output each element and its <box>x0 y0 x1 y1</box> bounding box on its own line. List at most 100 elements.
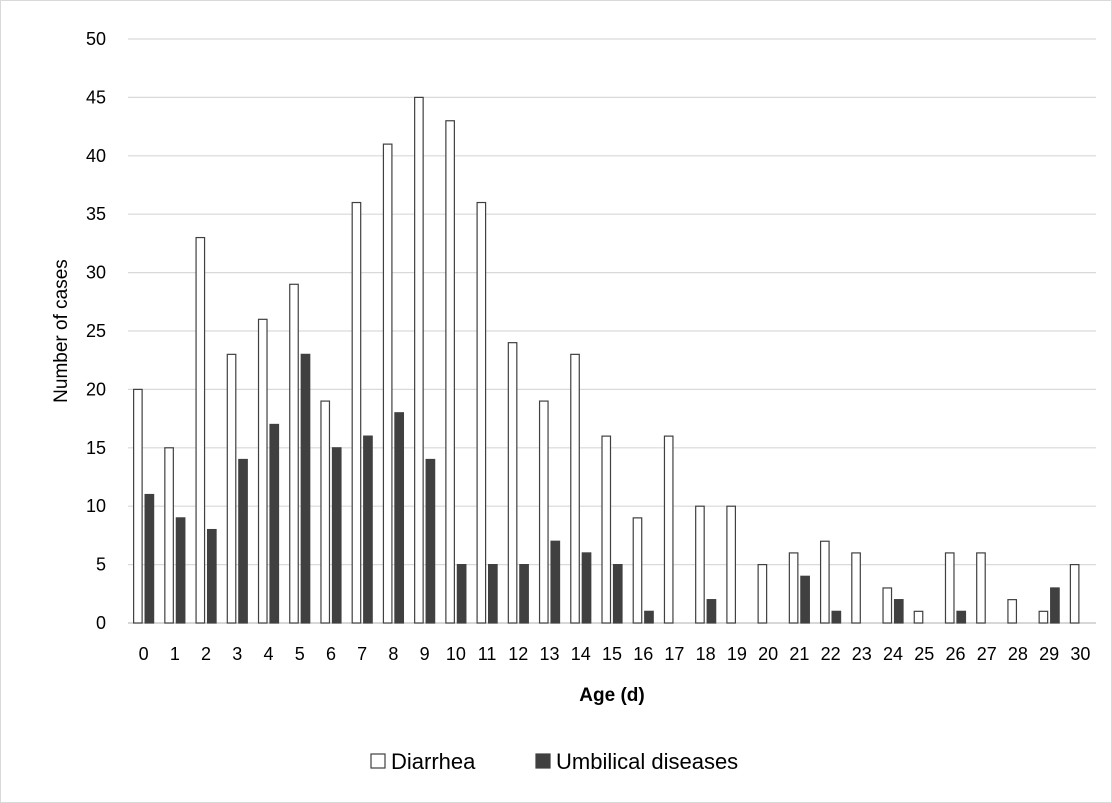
bar-diarrhea <box>1038 610 1049 624</box>
x-tick-label: 21 <box>789 644 809 664</box>
bar-diarrhea <box>538 400 549 624</box>
y-tick-label: 20 <box>86 379 106 399</box>
y-axis-title: Number of cases <box>51 259 72 403</box>
bar-diarrhea <box>851 552 861 624</box>
x-tick-label: 17 <box>664 644 684 664</box>
x-tick-label: 29 <box>1039 644 1059 664</box>
x-tick-label: 13 <box>540 644 560 664</box>
bar-umbilical-diseases <box>456 563 467 624</box>
x-tick-label: 27 <box>977 644 997 664</box>
bar-umbilical-diseases <box>269 423 280 624</box>
x-tick-label: 4 <box>264 644 274 664</box>
bar-diarrhea <box>976 552 986 624</box>
x-tick-label: 18 <box>696 644 716 664</box>
bar-umbilical-diseases <box>363 435 373 624</box>
bar-diarrhea <box>257 318 268 624</box>
bar-diarrhea <box>133 388 143 624</box>
legend-label-diarrhea: Diarrhea <box>391 749 476 774</box>
x-tick-label: 11 <box>478 644 497 664</box>
x-tick-label: 3 <box>232 644 242 664</box>
bar-diarrhea <box>445 120 455 624</box>
x-tick-label: 24 <box>883 644 903 664</box>
x-tick-label: 7 <box>357 644 367 664</box>
bar-diarrhea <box>164 447 174 624</box>
bar-diarrhea <box>507 342 518 624</box>
bar-diarrhea <box>663 435 674 624</box>
x-tick-label: 14 <box>571 644 591 664</box>
x-tick-label: 26 <box>945 644 965 664</box>
bar-diarrhea <box>944 552 955 624</box>
y-tick-labels: 0 5 10 15 20 25 30 35 40 45 50 <box>86 29 106 633</box>
bar-umbilical-diseases <box>893 599 904 624</box>
bar-diarrhea <box>695 505 705 624</box>
x-tick-label: 12 <box>508 644 528 664</box>
x-tick-label: 8 <box>388 644 398 664</box>
bar-diarrhea <box>757 563 768 624</box>
bar-diarrhea <box>351 201 362 624</box>
y-tick-label: 35 <box>86 204 106 224</box>
bar-diarrhea <box>570 353 580 624</box>
x-tick-label: 16 <box>633 644 653 664</box>
bar-diarrhea <box>601 435 612 624</box>
x-tick-label: 9 <box>420 644 430 664</box>
legend-swatch-umbilical-diseases <box>535 753 551 769</box>
x-tick-label: 19 <box>727 644 747 664</box>
bar-umbilical-diseases <box>206 528 217 624</box>
bar-diarrhea <box>414 96 424 624</box>
y-tick-label: 45 <box>86 87 106 107</box>
bar-umbilical-diseases <box>144 493 155 624</box>
y-tick-label: 30 <box>86 263 106 283</box>
bar-umbilical-diseases <box>394 412 405 624</box>
bar-diarrhea <box>819 540 830 624</box>
x-tick-label: 30 <box>1070 644 1090 664</box>
x-tick-label: 2 <box>201 644 211 664</box>
bar-umbilical-diseases <box>550 540 561 624</box>
bar-diarrhea <box>1069 563 1080 624</box>
bar-umbilical-diseases <box>425 458 436 624</box>
x-axis-title: Age (d) <box>579 685 644 706</box>
y-tick-label: 50 <box>86 29 106 49</box>
bar-diarrhea <box>632 517 643 624</box>
x-tick-label: 5 <box>295 644 305 664</box>
x-tick-label: 25 <box>914 644 934 664</box>
bar-diarrhea <box>195 236 206 624</box>
bar-umbilical-diseases <box>706 599 717 624</box>
bar-diarrhea <box>476 201 487 624</box>
y-tick-label: 0 <box>96 613 106 633</box>
bar-umbilical-diseases <box>831 610 842 624</box>
bar-umbilical-diseases <box>612 563 623 624</box>
bar-diarrhea <box>382 143 393 624</box>
x-tick-label: 22 <box>821 644 841 664</box>
y-tick-label: 25 <box>86 321 106 341</box>
x-tick-label: 28 <box>1008 644 1028 664</box>
bar-umbilical-diseases <box>175 517 186 624</box>
bar-umbilical-diseases <box>238 458 248 624</box>
legend-label-umbilical-diseases: Umbilical diseases <box>556 749 738 774</box>
x-tick-label: 0 <box>139 644 149 664</box>
bars <box>133 96 1080 624</box>
legend-swatch-diarrhea <box>370 753 386 769</box>
y-tick-label: 40 <box>86 146 106 166</box>
bar-diarrhea <box>882 587 893 624</box>
bar-umbilical-diseases <box>644 610 654 624</box>
bar-umbilical-diseases <box>519 563 529 624</box>
bar-diarrhea <box>226 353 237 624</box>
x-tick-labels: 0 1 2 3 4 5 6 7 8 9 10 11 12 13 14 15 16 17 18 19 20 21 22 23 24… <box>139 644 1091 664</box>
bar-diarrhea <box>289 283 299 624</box>
legend: Diarrhea Umbilical diseases <box>370 749 738 774</box>
bar-umbilical-diseases <box>331 447 342 624</box>
bar-umbilical-diseases <box>1050 587 1060 624</box>
y-tick-label: 15 <box>86 438 106 458</box>
x-tick-label: 20 <box>758 644 778 664</box>
bar-umbilical-diseases <box>956 610 967 624</box>
bar-diarrhea <box>913 610 924 624</box>
bar-diarrhea <box>726 505 737 624</box>
y-tick-label: 5 <box>96 555 106 575</box>
y-tick-label: 10 <box>86 496 106 516</box>
bar-diarrhea <box>788 552 799 624</box>
bar-umbilical-diseases <box>581 552 592 624</box>
bar-umbilical-diseases <box>300 353 311 624</box>
x-tick-label: 10 <box>446 644 466 664</box>
